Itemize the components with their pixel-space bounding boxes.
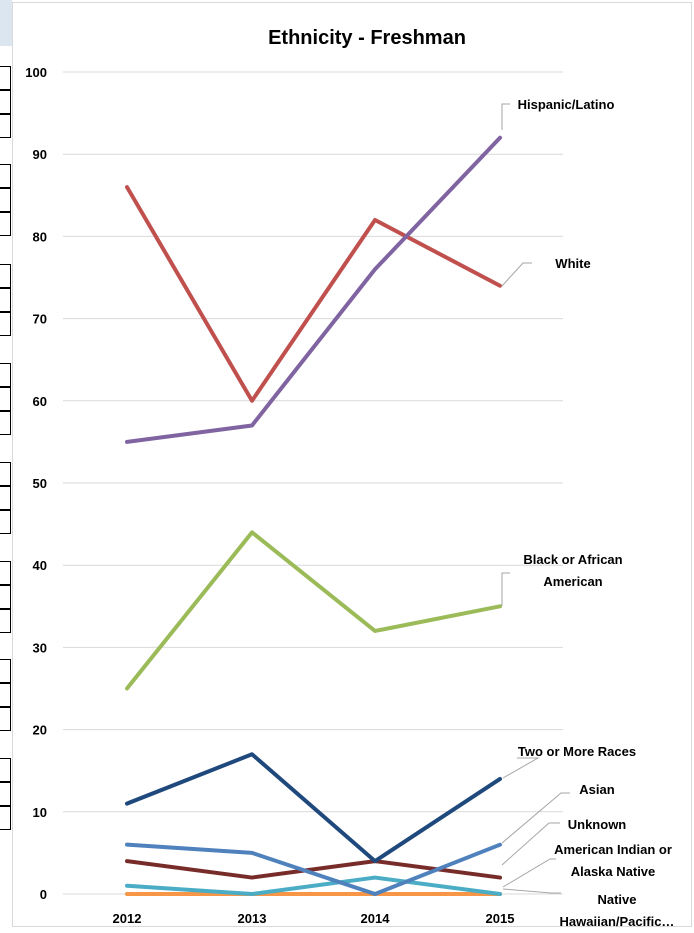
sheet-cell <box>0 806 11 830</box>
sheet-cell <box>0 188 11 212</box>
sheet-cell <box>0 585 11 609</box>
y-tick-label: 100 <box>25 65 47 80</box>
series-label: Native <box>597 892 636 907</box>
sheet-cell <box>0 212 11 236</box>
series-line <box>125 185 502 403</box>
label-leader-line <box>501 792 570 844</box>
series-label: White <box>555 256 590 271</box>
series-line <box>125 875 502 896</box>
sheet-cell <box>0 288 11 312</box>
series-label: American <box>543 574 602 589</box>
x-tick-label: 2012 <box>113 911 142 926</box>
series-line <box>125 752 502 864</box>
series-label: American Indian or <box>554 842 672 857</box>
sheet-cell <box>0 683 11 707</box>
label-leader-line <box>501 262 532 287</box>
sheet-cell <box>0 411 11 435</box>
sheet-cell <box>0 462 11 486</box>
sheet-cell <box>0 114 11 138</box>
sheet-cell <box>0 164 11 188</box>
series-line <box>125 530 502 691</box>
sheet-cell <box>0 66 11 90</box>
sheet-cell <box>0 387 11 411</box>
y-tick-label: 90 <box>33 147 47 162</box>
y-tick-label: 0 <box>40 887 47 902</box>
label-leader-line <box>501 103 510 130</box>
sheet-cell <box>0 312 11 336</box>
x-tick-label: 2014 <box>361 911 391 926</box>
selected-cell-highlight <box>0 0 12 46</box>
x-tick-label: 2013 <box>238 911 267 926</box>
label-leader-line <box>501 572 510 606</box>
sheet-cell <box>0 782 11 806</box>
sheet-cell <box>0 486 11 510</box>
sheet-cell <box>0 510 11 534</box>
series-line <box>125 842 502 896</box>
x-tick-label: 2015 <box>486 911 515 926</box>
y-tick-label: 40 <box>33 558 47 573</box>
series-labels: Hispanic/Latino White Black or African Amer… <box>501 97 675 929</box>
series-lines <box>125 135 502 896</box>
y-tick-label: 50 <box>33 476 47 491</box>
series-label: Hispanic/Latino <box>518 97 615 112</box>
series-line <box>125 135 502 444</box>
chart-area[interactable]: 0 10 20 30 40 50 60 70 80 90 100 2012 2013 2014 2015 … <box>12 2 692 929</box>
x-axis-ticks: 2012 2013 2014 2015 <box>113 911 515 926</box>
sheet-cell <box>0 659 11 683</box>
spreadsheet-edge <box>0 0 12 930</box>
series-label: Two or More Races <box>518 744 636 759</box>
series-label: Asian <box>579 782 614 797</box>
series-label: Alaska Native <box>571 864 656 879</box>
chart-title: Ethnicity - Freshman <box>268 27 466 49</box>
y-tick-label: 60 <box>33 394 47 409</box>
series-label: Hawaiian/Pacific… <box>560 914 675 928</box>
series-label: Black or African <box>523 552 622 567</box>
y-axis-ticks: 0 10 20 30 40 50 60 70 80 90 100 <box>25 65 47 902</box>
sheet-cell <box>0 758 11 782</box>
label-leader-line <box>502 858 556 888</box>
y-tick-label: 70 <box>33 312 47 327</box>
sheet-cell <box>0 561 11 585</box>
label-leader-line <box>502 757 540 779</box>
series-label: Unknown <box>568 817 627 832</box>
label-leader-line <box>501 822 560 866</box>
label-leader-line <box>502 888 561 894</box>
sheet-cell <box>0 707 11 731</box>
sheet-cell <box>0 90 11 114</box>
y-tick-label: 80 <box>33 229 47 244</box>
sheet-cell <box>0 264 11 288</box>
sheet-cell <box>0 609 11 633</box>
y-tick-label: 10 <box>33 805 47 820</box>
y-tick-label: 20 <box>33 723 47 738</box>
sheet-cell <box>0 363 11 387</box>
y-tick-label: 30 <box>33 640 47 655</box>
gridlines <box>63 71 563 895</box>
